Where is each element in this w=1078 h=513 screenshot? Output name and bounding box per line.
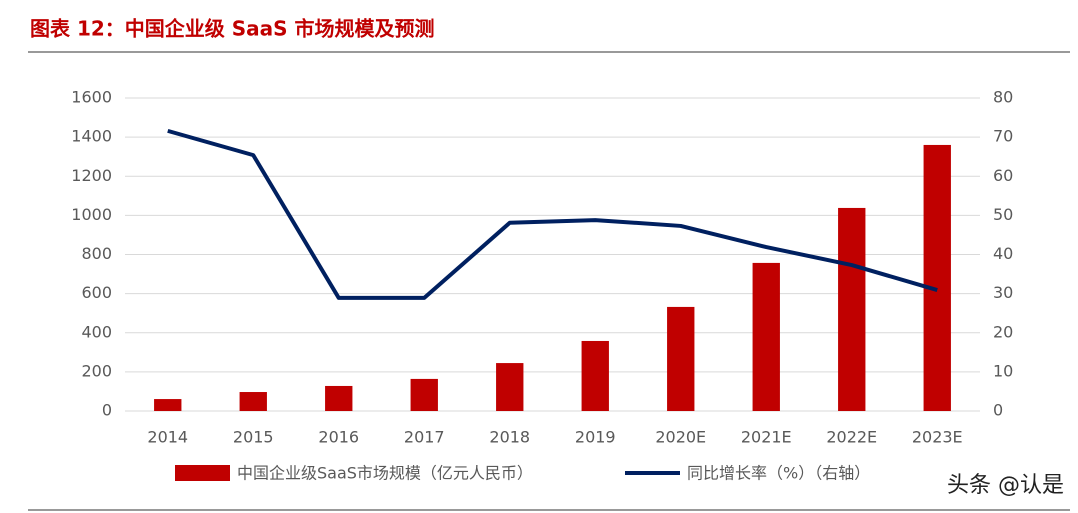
bar <box>410 378 438 411</box>
bar <box>752 262 780 411</box>
bar <box>154 399 182 411</box>
chart-title: 图表 12：中国企业级 SaaS 市场规模及预测 <box>30 17 435 41</box>
y2-tick-label: 0 <box>993 401 1003 420</box>
y2-tick-label: 80 <box>993 88 1013 107</box>
x-tick-label: 2020E <box>655 428 706 447</box>
bar <box>496 363 524 411</box>
x-tick-label: 2018 <box>489 428 530 447</box>
y-tick-label: 1600 <box>71 88 112 107</box>
x-tick-label: 2017 <box>404 428 445 447</box>
legend-swatch <box>175 465 230 481</box>
x-tick-label: 2014 <box>147 428 188 447</box>
y2-tick-label: 70 <box>993 127 1013 146</box>
legend-label: 同比增长率（%）（右轴） <box>687 464 870 483</box>
y2-tick-label: 20 <box>993 322 1013 341</box>
x-tick-label: 2023E <box>912 428 963 447</box>
y-tick-label: 1400 <box>71 127 112 146</box>
y2-tick-label: 60 <box>993 166 1013 185</box>
y-tick-label: 200 <box>81 361 112 380</box>
x-tick-label: 2019 <box>575 428 616 447</box>
y-tick-label: 400 <box>81 322 112 341</box>
bar <box>667 306 695 411</box>
x-tick-label: 2016 <box>318 428 359 447</box>
x-tick-label: 2022E <box>826 428 877 447</box>
y2-tick-label: 50 <box>993 205 1013 224</box>
x-tick-label: 2021E <box>741 428 792 447</box>
bar <box>581 340 609 411</box>
y2-tick-label: 40 <box>993 244 1013 263</box>
y-tick-label: 1200 <box>71 166 112 185</box>
x-tick-label: 2015 <box>233 428 274 447</box>
y-tick-label: 600 <box>81 283 112 302</box>
bar <box>325 385 353 411</box>
y-tick-label: 800 <box>81 244 112 263</box>
bar <box>239 392 267 411</box>
bar <box>838 207 866 411</box>
y-tick-label: 1000 <box>71 205 112 224</box>
y2-tick-label: 10 <box>993 361 1013 380</box>
y-tick-label: 0 <box>102 401 112 420</box>
watermark: 头条 @认是 <box>947 473 1064 498</box>
bar <box>923 144 951 411</box>
line-series <box>167 128 938 300</box>
y2-tick-label: 30 <box>993 283 1013 302</box>
legend-label: 中国企业级SaaS市场规模（亿元人民币） <box>237 464 533 483</box>
